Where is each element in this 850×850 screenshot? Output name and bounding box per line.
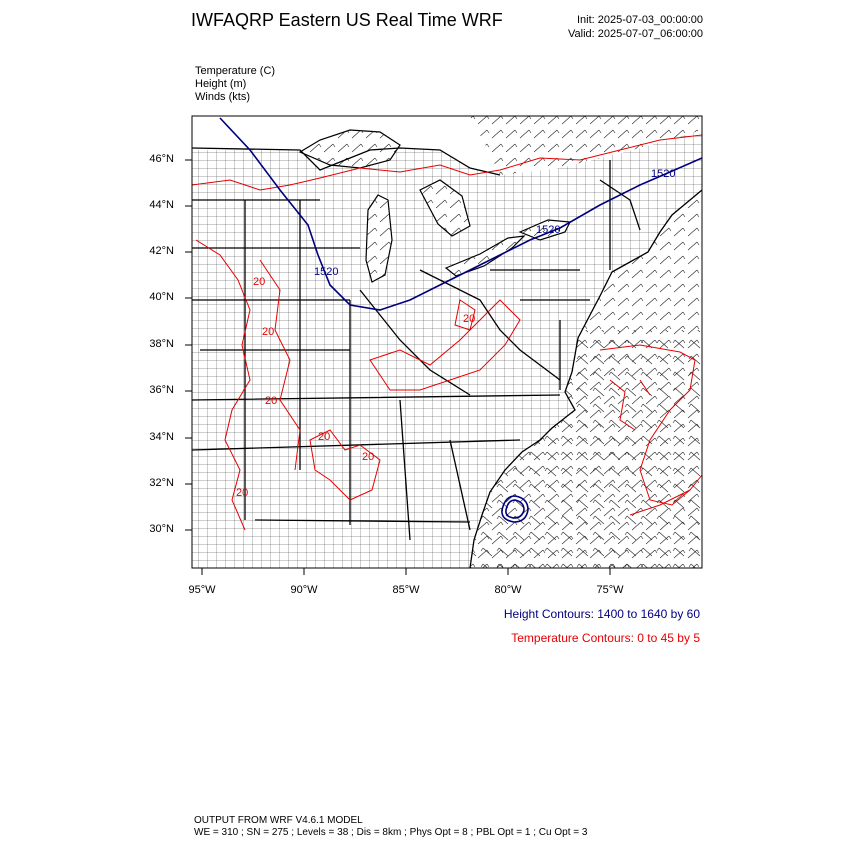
map-area: 1520 1520 1520 20 20 20 20 20 20 20: [192, 116, 702, 568]
lat-label: 46°N: [149, 153, 174, 165]
boundaries: [192, 147, 702, 568]
chart-title: IWFAQRP Eastern US Real Time WRF: [191, 10, 503, 30]
model-config: WE = 310 ; SN = 275 ; Levels = 38 ; Dis …: [194, 827, 588, 838]
great-lakes: [298, 129, 571, 283]
temperature-contour-label: 20: [265, 395, 277, 407]
lon-label: 80°W: [494, 584, 522, 596]
init-time: Init: 2025-07-03_00:00:00: [577, 14, 703, 26]
lat-label: 38°N: [149, 338, 174, 350]
lat-label: 44°N: [149, 199, 174, 211]
valid-time: Valid: 2025-07-07_06:00:00: [568, 28, 703, 40]
axis-ticks: [185, 159, 611, 575]
county-grid: [192, 130, 702, 568]
lat-label: 34°N: [149, 431, 174, 443]
height-contour-label: 1520: [314, 266, 338, 278]
model-footer: OUTPUT FROM WRF V4.6.1 MODEL WE = 310 ; …: [194, 815, 587, 839]
field-winds: Winds (kts): [195, 91, 250, 103]
field-list: Temperature (C) Height (m) Winds (kts): [195, 65, 275, 104]
height-legend: Height Contours: 1400 to 1640 by 60: [503, 607, 700, 621]
field-temperature: Temperature (C): [195, 65, 276, 77]
temperature-contour-label: 20: [253, 276, 265, 288]
temperature-contours: [192, 134, 702, 531]
lat-label: 40°N: [149, 291, 174, 303]
temperature-contour-label: 20: [262, 326, 274, 338]
lon-label: 90°W: [290, 584, 318, 596]
temperature-contour-label: 20: [362, 451, 374, 463]
lat-label: 32°N: [149, 477, 174, 489]
height-contour-label: 1520: [651, 168, 675, 180]
map-frame: [191, 115, 703, 569]
temperature-contour-label: 20: [236, 487, 248, 499]
run-times: Init: 2025-07-03_00:00:00 Valid: 2025-07…: [568, 13, 703, 41]
lon-label: 95°W: [188, 584, 216, 596]
field-height: Height (m): [195, 78, 247, 90]
lon-label: 85°W: [392, 584, 420, 596]
lat-label: 30°N: [149, 523, 174, 535]
temperature-contour-label: 20: [318, 431, 330, 443]
temperature-legend: Temperature Contours: 0 to 45 by 5: [511, 631, 700, 645]
lat-label: 42°N: [149, 245, 174, 257]
model-version: OUTPUT FROM WRF V4.6.1 MODEL: [194, 815, 363, 826]
height-contour-label: 1520: [536, 224, 560, 236]
height-contours: [219, 117, 702, 523]
lat-label: 36°N: [149, 384, 174, 396]
lon-label: 75°W: [596, 584, 624, 596]
temperature-contour-label: 20: [463, 313, 475, 325]
